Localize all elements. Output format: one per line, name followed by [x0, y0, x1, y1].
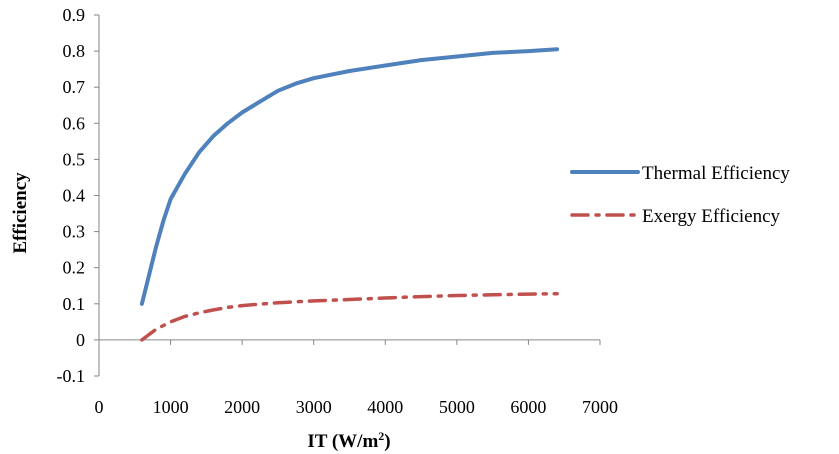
x-axis-title: IT (W/m2)	[307, 429, 390, 452]
y-tick-label: 0.7	[63, 77, 86, 97]
y-axis-title: Efficiency	[10, 172, 31, 254]
legend-label-exergy: Exergy Efficiency	[642, 206, 781, 227]
x-tick-label: 4000	[367, 397, 403, 417]
legend: Thermal Efficiency Exergy Efficiency	[570, 163, 790, 227]
x-axis-title-superscript: 2	[378, 429, 384, 443]
y-tick-label: 0.6	[63, 113, 86, 133]
y-tick-label: 0.9	[63, 5, 86, 25]
y-tick-label: 0.5	[63, 149, 86, 169]
y-tick-label: 0.3	[63, 222, 86, 242]
y-tick-label: -0.1	[57, 366, 86, 386]
y-axis-ticks: -0.1 0 0.1 0.2 0.3 0.4 0.5 0.6 0.7 0.8 0.9	[57, 5, 99, 386]
x-axis-title-text: IT (W/m	[307, 431, 378, 452]
y-tick-label: 0	[76, 330, 85, 350]
x-axis-title-suffix: )	[384, 431, 390, 452]
y-tick-label: 0.8	[63, 41, 86, 61]
series-line-exergy	[140, 291, 559, 342]
series-layer	[139, 47, 560, 342]
x-tick-label: 5000	[439, 397, 475, 417]
x-axis-ticks: 0 1000 2000 3000 4000 5000 6000 7000	[95, 339, 618, 417]
x-tick-label: 3000	[296, 397, 332, 417]
x-tick-label: 1000	[153, 397, 189, 417]
legend-label-thermal: Thermal Efficiency	[642, 163, 790, 184]
y-tick-label: 0.2	[63, 258, 86, 278]
legend-item-exergy: Exergy Efficiency	[570, 206, 781, 227]
y-tick-label: 0.4	[63, 186, 86, 206]
x-tick-label: 7000	[582, 397, 618, 417]
y-tick-label: 0.1	[63, 294, 86, 314]
x-tick-label: 2000	[224, 397, 260, 417]
x-tick-label: 0	[95, 397, 104, 417]
series-line-thermal	[139, 47, 560, 306]
legend-item-thermal: Thermal Efficiency	[570, 163, 790, 184]
x-tick-label: 6000	[510, 397, 546, 417]
